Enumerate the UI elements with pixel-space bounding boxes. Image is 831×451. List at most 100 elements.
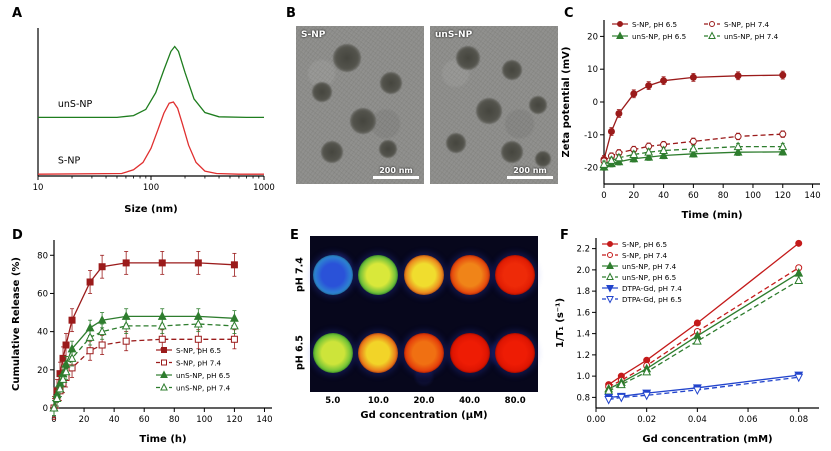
phantom-cell bbox=[356, 333, 402, 373]
svg-text:80: 80 bbox=[169, 415, 180, 425]
nanoparticle bbox=[349, 107, 376, 134]
cumulative-release-chart: 0 20 40 60 80 100 120 140 0 20 40 60 80 Time (h) Cumul… bbox=[8, 230, 282, 451]
panel-d-cumulative-release: D 0 20 40 60 80 100 120 140 0 20 40 60 80 Time (h) Cum… bbox=[6, 226, 282, 450]
svg-text:100: 100 bbox=[196, 415, 212, 425]
svg-text:40: 40 bbox=[37, 328, 48, 338]
svg-text:40: 40 bbox=[658, 191, 669, 201]
scale-bar-text: 200 nm bbox=[513, 166, 547, 175]
svg-text:unS-NP: unS-NP bbox=[58, 99, 93, 110]
phantom-well bbox=[312, 255, 353, 295]
svg-text:60: 60 bbox=[139, 415, 150, 425]
svg-text:0.06: 0.06 bbox=[739, 415, 758, 425]
svg-text:unS-NP, pH 6.5: unS-NP, pH 6.5 bbox=[176, 371, 230, 380]
svg-text:Zeta potential (mV): Zeta potential (mV) bbox=[561, 47, 572, 158]
panel-a-label: A bbox=[12, 6, 23, 21]
ph-6-5-row-label: pH 6.5 bbox=[294, 335, 306, 371]
svg-text:unS-NP, pH 7.4: unS-NP, pH 7.4 bbox=[176, 383, 231, 392]
svg-text:0: 0 bbox=[51, 415, 56, 425]
svg-text:2.0: 2.0 bbox=[576, 266, 590, 276]
phantom-well bbox=[495, 333, 536, 373]
panel-c-zeta-potential: C 0 20 40 60 80 100 120 140 -20 -10 0 10 20 Time (min… bbox=[556, 2, 830, 228]
panel-b-tem: B S-NP 200 nm unS-NP 200 nm bbox=[280, 2, 560, 224]
phantom-cell bbox=[447, 333, 493, 373]
svg-text:S-NP, pH 6.5: S-NP, pH 6.5 bbox=[176, 346, 221, 355]
svg-text:0.8: 0.8 bbox=[576, 393, 590, 403]
phantom-well bbox=[403, 255, 444, 295]
svg-text:80: 80 bbox=[718, 191, 729, 201]
conc-label: 40.0 bbox=[459, 396, 481, 406]
svg-text:unS-NP, pH 6.5: unS-NP, pH 6.5 bbox=[622, 273, 676, 282]
phantom-cell bbox=[492, 333, 538, 373]
svg-text:0.08: 0.08 bbox=[789, 415, 808, 425]
svg-text:0.02: 0.02 bbox=[637, 415, 656, 425]
phantom-cell bbox=[310, 333, 356, 373]
svg-text:0: 0 bbox=[601, 191, 606, 201]
phantom-well bbox=[403, 333, 444, 373]
phantom-cell bbox=[401, 333, 447, 373]
svg-text:100: 100 bbox=[745, 191, 761, 201]
svg-text:Time (h): Time (h) bbox=[139, 434, 186, 445]
svg-text:Gd concentration (mM): Gd concentration (mM) bbox=[642, 434, 772, 445]
panel-b-label: B bbox=[286, 6, 296, 21]
scale-bar-line bbox=[373, 176, 419, 179]
phantom-cell bbox=[447, 255, 493, 295]
svg-text:S-NP, pH 6.5: S-NP, pH 6.5 bbox=[632, 20, 677, 29]
dls-size-distribution-chart: 10 100 1000 Size (nm) unS-NP S-NP bbox=[8, 14, 276, 224]
phantom-well bbox=[358, 333, 399, 373]
nanoparticle bbox=[379, 140, 398, 159]
svg-text:0: 0 bbox=[593, 98, 598, 108]
nanoparticle bbox=[320, 141, 343, 164]
svg-text:S-NP, pH 6.5: S-NP, pH 6.5 bbox=[622, 240, 667, 249]
phantom-cell bbox=[401, 255, 447, 295]
panel-e-label: E bbox=[290, 228, 299, 243]
svg-text:20: 20 bbox=[587, 32, 598, 42]
svg-text:60: 60 bbox=[37, 289, 48, 299]
panel-e-mri-phantom: E pH 7.4 pH 6.5 5.0 10.0 20.0 40.0 80.0 … bbox=[284, 226, 550, 450]
scale-bar: 200 nm bbox=[373, 166, 419, 179]
nanoparticle bbox=[501, 60, 522, 81]
svg-text:120: 120 bbox=[226, 415, 242, 425]
svg-text:S-NP, pH 7.4: S-NP, pH 7.4 bbox=[724, 20, 770, 29]
svg-text:1.2: 1.2 bbox=[576, 351, 590, 361]
svg-text:DTPA-Gd, pH 7.4: DTPA-Gd, pH 7.4 bbox=[622, 284, 682, 293]
svg-text:140: 140 bbox=[804, 191, 820, 201]
svg-text:-20: -20 bbox=[584, 164, 598, 174]
phantom-cell bbox=[310, 255, 356, 295]
svg-text:0: 0 bbox=[43, 404, 48, 414]
svg-text:S-NP, pH 7.4: S-NP, pH 7.4 bbox=[622, 251, 668, 260]
panel-d-label: D bbox=[12, 228, 23, 243]
tem-sample-label: unS-NP bbox=[435, 30, 473, 40]
nanoparticle bbox=[534, 150, 551, 167]
phantom-cell bbox=[356, 255, 402, 295]
svg-text:Time (min): Time (min) bbox=[681, 210, 742, 221]
svg-text:20: 20 bbox=[628, 191, 639, 201]
svg-text:60: 60 bbox=[688, 191, 699, 201]
ph-7-4-row-label: pH 7.4 bbox=[294, 257, 306, 293]
phantom-cell bbox=[492, 255, 538, 295]
svg-text:2.2: 2.2 bbox=[576, 245, 590, 255]
panel-e-xaxis-label: Gd concentration (μM) bbox=[360, 410, 488, 421]
svg-text:1.6: 1.6 bbox=[576, 308, 590, 318]
conc-label: 80.0 bbox=[504, 396, 526, 406]
svg-text:10: 10 bbox=[587, 65, 598, 75]
svg-text:0.00: 0.00 bbox=[587, 415, 606, 425]
nanoparticle bbox=[528, 96, 547, 114]
nanoparticle bbox=[311, 82, 332, 103]
svg-text:1.0: 1.0 bbox=[576, 372, 590, 382]
phantom-well bbox=[449, 255, 490, 295]
svg-text:1.4: 1.4 bbox=[576, 330, 590, 340]
svg-text:0.04: 0.04 bbox=[688, 415, 707, 425]
scale-bar: 200 nm bbox=[507, 166, 553, 179]
conc-label: 10.0 bbox=[367, 396, 389, 406]
svg-text:S-NP: S-NP bbox=[58, 156, 81, 167]
svg-text:DTPA-Gd, pH 6.5: DTPA-Gd, pH 6.5 bbox=[622, 295, 682, 304]
svg-text:140: 140 bbox=[256, 415, 272, 425]
svg-text:-10: -10 bbox=[584, 131, 598, 141]
svg-text:Cumulative Release (%): Cumulative Release (%) bbox=[11, 257, 22, 391]
phantom-row bbox=[310, 236, 538, 314]
svg-text:unS-NP, pH 7.4: unS-NP, pH 7.4 bbox=[622, 262, 677, 271]
phantom-well bbox=[495, 255, 536, 295]
svg-text:1000: 1000 bbox=[253, 183, 275, 193]
svg-text:80: 80 bbox=[37, 251, 48, 261]
